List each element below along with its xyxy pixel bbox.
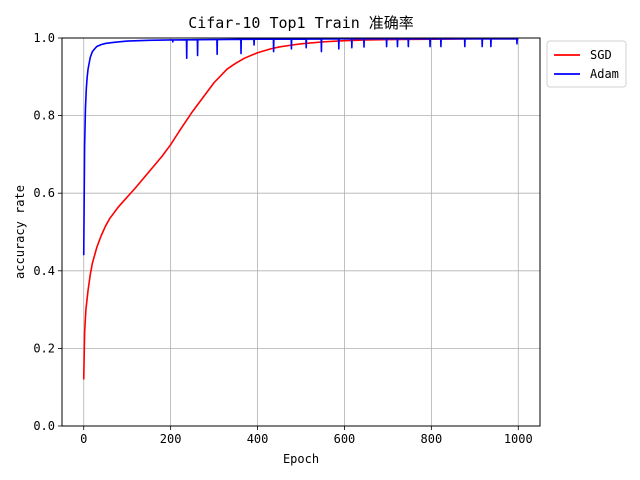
x-tick-label: 200 xyxy=(160,432,182,446)
x-axis-label: Epoch xyxy=(283,452,319,466)
series-line-adam xyxy=(82,37,519,256)
y-tick-label: 0.4 xyxy=(33,264,55,278)
y-tick-label: 1.0 xyxy=(33,31,55,45)
y-tick-label: 0.6 xyxy=(33,186,55,200)
y-tick-label: 0.8 xyxy=(33,109,55,123)
legend-box xyxy=(546,40,627,88)
y-tick-label: 0.2 xyxy=(33,341,55,355)
plot-frame xyxy=(61,37,541,427)
axis-ticks: 0 200 400 600 800 1000 0.0 0.2 0.4 0.6 0.8 1.0 xyxy=(33,31,532,446)
series-lines xyxy=(82,37,519,380)
x-tick-label: 1000 xyxy=(504,432,533,446)
chart-title: Cifar-10 Top1 Train 准确率 xyxy=(188,14,414,32)
y-axis-label: accuracy rate xyxy=(13,185,27,279)
legend-label-adam: Adam xyxy=(590,67,619,81)
legend: SGD Adam xyxy=(546,40,627,88)
series-line-sgd xyxy=(82,37,519,380)
x-tick-label: 600 xyxy=(334,432,356,446)
x-tick-label: 800 xyxy=(421,432,443,446)
x-tick-label: 0 xyxy=(80,432,87,446)
x-tick-label: 400 xyxy=(247,432,269,446)
y-tick-label: 0.0 xyxy=(33,419,55,433)
legend-label-sgd: SGD xyxy=(590,48,612,62)
